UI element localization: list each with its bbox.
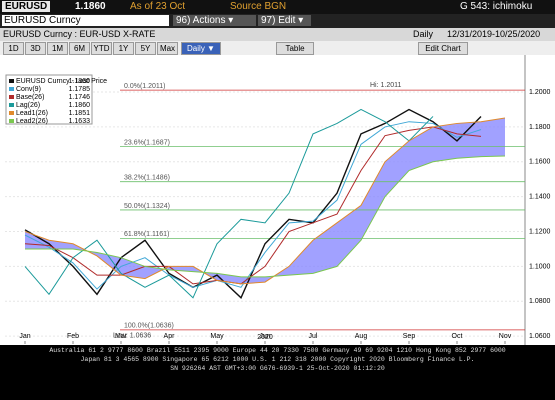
footer-line: Australia 61 2 9777 8600 Brazil 5511 239… xyxy=(49,347,506,354)
edit-menu[interactable]: 97) Edit ▾ xyxy=(258,15,311,26)
x-tick-label: Aug xyxy=(355,333,368,340)
y-tick-label: 1.1400 xyxy=(529,194,551,201)
y-tick-label: 1.1600 xyxy=(529,159,551,166)
x-tick-label: Jan xyxy=(19,333,30,340)
period-button[interactable]: 1D xyxy=(3,42,24,55)
y-tick-label: 1.1200 xyxy=(529,228,551,235)
cloud xyxy=(97,252,121,276)
legend-box xyxy=(5,74,93,125)
x-tick-label: Nov xyxy=(499,333,512,340)
x-tick-label: May xyxy=(210,333,224,340)
function: G 543: ichimoku xyxy=(460,1,533,12)
legend-swatch xyxy=(9,79,14,83)
fib-label: 0.0%(1.2011) xyxy=(124,83,166,90)
legend-swatch xyxy=(9,103,14,107)
fib-label: 61.8%(1.1161) xyxy=(124,231,169,238)
legend-value: 1.1633 xyxy=(69,118,91,125)
date-range: 12/31/2019-10/25/2020 xyxy=(447,29,541,39)
series-line xyxy=(25,155,506,278)
chart: 1.0600 1.0800 1.1000 1.1200 1.1400 1.1600 1.18… xyxy=(0,55,555,345)
fib-label: 23.6%(1.1687) xyxy=(124,139,170,146)
period-button[interactable]: 6M xyxy=(69,42,90,55)
series-line xyxy=(24,108,434,299)
ticker[interactable]: EURUSD xyxy=(2,1,51,12)
x-tick-label: Apr xyxy=(164,333,176,340)
low-label: Low: 1.0636 xyxy=(113,333,151,340)
info-bar xyxy=(0,28,555,41)
period-button[interactable]: YTD xyxy=(91,42,112,55)
legend-label: Lag(26) xyxy=(16,102,40,109)
x-tick-label: Mar xyxy=(115,333,128,340)
year-label: 2020 xyxy=(257,334,273,341)
legend-label: Conv(9) xyxy=(16,86,41,93)
cloud xyxy=(145,266,169,279)
y-tick-label: 1.0800 xyxy=(529,298,551,305)
legend-swatch xyxy=(9,87,14,91)
series-line xyxy=(24,126,482,285)
x-tick-label: Sep xyxy=(403,333,416,340)
table-button[interactable]: Table xyxy=(276,42,314,55)
legend-value: 1.1785 xyxy=(69,86,91,93)
cloud xyxy=(313,222,337,274)
cloud xyxy=(385,140,409,197)
legend-swatch xyxy=(9,119,14,123)
actions-menu[interactable]: 96) Actions ▾ xyxy=(173,15,256,26)
cloud xyxy=(481,118,505,157)
cloud xyxy=(169,266,193,272)
y-tick-label: 1.1000 xyxy=(529,263,551,270)
security[interactable]: EURUSD Curncy xyxy=(2,15,169,26)
period-button[interactable]: 3D xyxy=(25,42,46,55)
legend-swatch xyxy=(9,111,14,115)
series-line xyxy=(24,121,482,290)
period-select[interactable]: Daily ▼ xyxy=(181,42,221,55)
footer-line: SN 926264 AST GMT+3:00 G676-6939-1 25-Oc… xyxy=(170,365,385,372)
y-tick-label: 1.2000 xyxy=(529,89,551,96)
legend-label: Base(26) xyxy=(16,94,44,101)
y-tick-label: 1.1800 xyxy=(529,124,551,131)
high-label: Hi: 1.2011 xyxy=(370,82,401,89)
price: 1.1860 xyxy=(75,1,106,12)
as-of: As of 23 Oct xyxy=(130,1,186,12)
fib-label: 38.2%(1.1486) xyxy=(124,175,170,182)
period-button[interactable]: 5Y xyxy=(135,42,156,55)
legend-label: EURUSD Curncy - Last Price xyxy=(16,78,107,85)
footer-line: Japan 81 3 4565 8900 Singapore 65 6212 1… xyxy=(80,356,475,363)
source: Source BGN xyxy=(230,1,287,12)
y-tick-label: 1.0600 xyxy=(529,333,551,340)
period-button[interactable]: Max xyxy=(157,42,178,55)
cloud xyxy=(337,205,361,267)
legend-value: 1.1851 xyxy=(69,110,91,117)
period-button[interactable]: 1Y xyxy=(113,42,134,55)
edit-chart-button[interactable]: Edit Chart xyxy=(418,42,468,55)
frequency: Daily xyxy=(413,29,434,39)
legend-value: 1.1860 xyxy=(69,78,91,85)
cloud xyxy=(289,240,313,276)
cloud xyxy=(457,121,481,159)
legend-value: 1.1746 xyxy=(69,94,91,101)
cloud xyxy=(433,123,457,162)
fib-label: 100.0%(1.0636) xyxy=(124,323,174,330)
series-line xyxy=(24,117,506,285)
period-button[interactable]: 1M xyxy=(47,42,68,55)
fib-label: 50.0%(1.1324) xyxy=(124,203,170,210)
legend-value: 1.1860 xyxy=(69,102,91,109)
legend-label: Lead2(26) xyxy=(16,118,48,125)
legend-label: Lead1(26) xyxy=(16,110,48,117)
cloud xyxy=(49,240,73,249)
x-tick-label: Oct xyxy=(452,333,463,340)
top-bar xyxy=(0,0,555,14)
description: EURUSD Curncy : EUR-USD X-RATE xyxy=(3,29,156,39)
x-tick-label: Jun xyxy=(259,333,270,340)
x-tick-label: Jul xyxy=(309,333,318,340)
legend-swatch xyxy=(9,95,14,99)
x-tick-label: Feb xyxy=(67,333,79,340)
